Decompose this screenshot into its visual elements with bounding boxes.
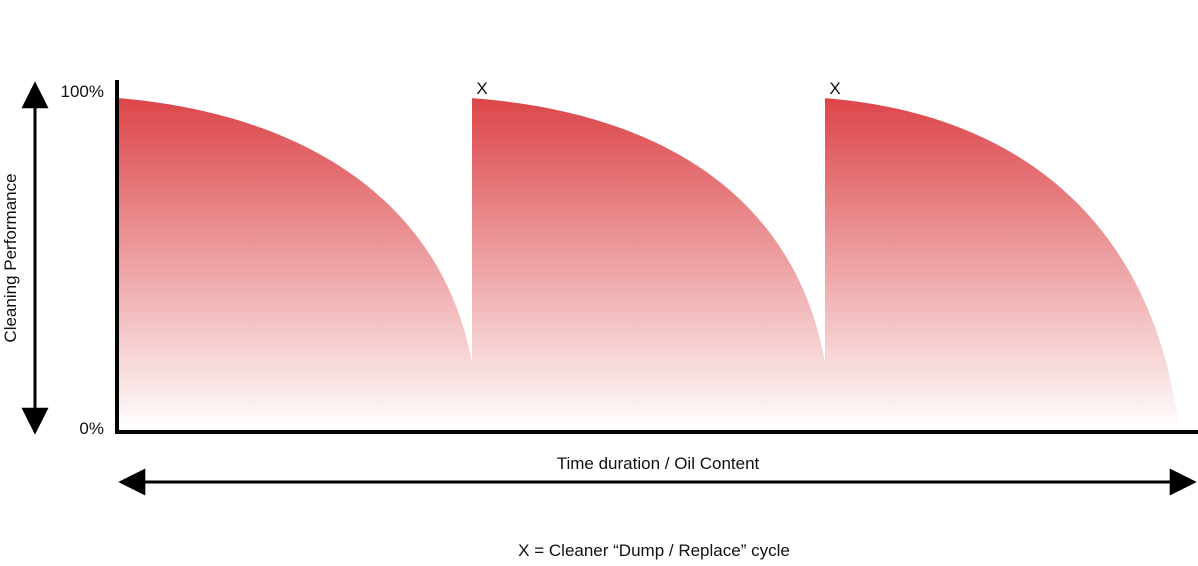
cycle-areas xyxy=(119,98,1178,431)
legend-footnote: X = Cleaner “Dump / Replace” cycle xyxy=(518,541,790,560)
cycle-area-3 xyxy=(825,98,1178,431)
cycle-area-2 xyxy=(472,98,825,431)
x-axis-label: Time duration / Oil Content xyxy=(557,454,760,473)
cycle-area-1 xyxy=(119,98,472,431)
y-axis-label: Cleaning Performance xyxy=(1,173,20,342)
cycle-marker-1: X xyxy=(476,79,487,98)
y-tick-100: 100% xyxy=(61,82,104,101)
y-tick-0: 0% xyxy=(79,419,104,438)
cycle-marker-2: X xyxy=(829,79,840,98)
